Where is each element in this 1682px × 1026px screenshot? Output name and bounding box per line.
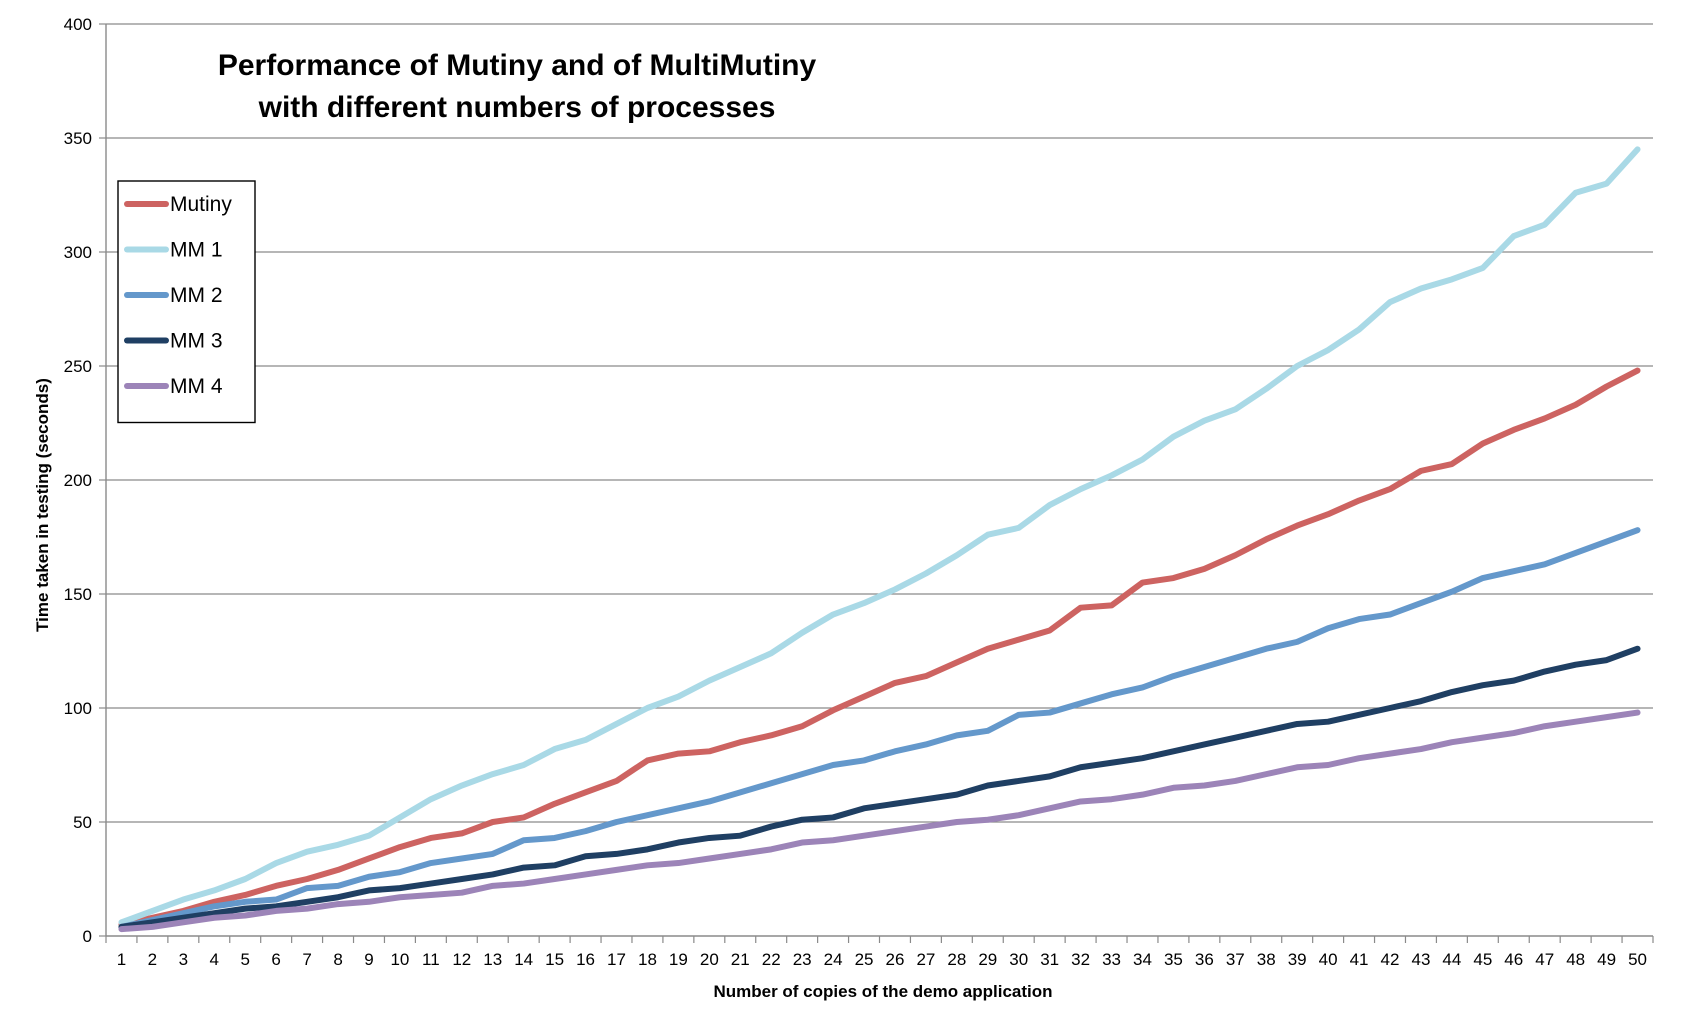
series-lines — [118, 146, 1641, 933]
x-tick-label-26: 26 — [886, 950, 905, 969]
chart-title-line-1: Performance of Mutiny and of MultiMutiny — [218, 49, 817, 82]
x-tick-label-23: 23 — [793, 950, 812, 969]
x-tick-label-30: 30 — [1009, 950, 1028, 969]
legend: Mutiny MM 1 MM 2 MM 3 MM 4 — [117, 180, 256, 424]
x-tick-label-29: 29 — [978, 950, 997, 969]
y-tick-label-50: 50 — [73, 813, 92, 832]
x-tick-label-45: 45 — [1473, 950, 1492, 969]
x-tick-label-16: 16 — [576, 950, 595, 969]
chart-title-line-2: with different numbers of processes — [258, 91, 776, 124]
x-tick-label-10: 10 — [390, 950, 409, 969]
x-tick-label-13: 13 — [483, 950, 502, 969]
x-tick-label-27: 27 — [916, 950, 935, 969]
y-tick-label-150: 150 — [64, 585, 92, 604]
x-tick-label-34: 34 — [1133, 950, 1152, 969]
legend-box — [117, 180, 256, 424]
x-tick-label-38: 38 — [1257, 950, 1276, 969]
legend-label-mm-2: MM 2 — [170, 284, 223, 307]
series-line-mm-1 — [118, 146, 1641, 926]
y-axis-title: Time taken in testing (seconds) — [33, 378, 52, 632]
x-tick-label-36: 36 — [1195, 950, 1214, 969]
x-tick-label-21: 21 — [731, 950, 750, 969]
y-tick-label-400: 400 — [64, 15, 92, 34]
x-tick-label-24: 24 — [824, 950, 843, 969]
x-tick-label-7: 7 — [302, 950, 311, 969]
x-tick-label-17: 17 — [607, 950, 626, 969]
x-tick-label-18: 18 — [638, 950, 657, 969]
x-tick-label-46: 46 — [1504, 950, 1523, 969]
x-tick-label-4: 4 — [210, 950, 219, 969]
y-tick-label-300: 300 — [64, 243, 92, 262]
x-tick-label-28: 28 — [947, 950, 966, 969]
series-line-mm-2 — [118, 527, 1641, 930]
x-tick-label-40: 40 — [1319, 950, 1338, 969]
y-tick-label-0: 0 — [83, 927, 92, 946]
x-tick-label-3: 3 — [179, 950, 188, 969]
x-tick-label-19: 19 — [669, 950, 688, 969]
x-tick-label-5: 5 — [240, 950, 249, 969]
x-tick-label-42: 42 — [1381, 950, 1400, 969]
y-tick-label-100: 100 — [64, 699, 92, 718]
x-tick-label-6: 6 — [271, 950, 280, 969]
x-tick-label-15: 15 — [545, 950, 564, 969]
x-tick-label-48: 48 — [1566, 950, 1585, 969]
x-tick-label-11: 11 — [422, 950, 440, 969]
x-tick-label-43: 43 — [1411, 950, 1430, 969]
x-tick-label-12: 12 — [452, 950, 471, 969]
x-tick-label-39: 39 — [1288, 950, 1307, 969]
series-line-mm-3 — [118, 645, 1641, 930]
x-tick-label-9: 9 — [364, 950, 373, 969]
y-tick-label-250: 250 — [64, 357, 92, 376]
x-tick-label-49: 49 — [1597, 950, 1616, 969]
x-tick-label-37: 37 — [1226, 950, 1245, 969]
x-tick-label-31: 31 — [1040, 950, 1059, 969]
x-tick-label-8: 8 — [333, 950, 342, 969]
legend-label-mm-3: MM 3 — [170, 330, 223, 353]
x-tick-label-35: 35 — [1164, 950, 1183, 969]
x-tick-label-32: 32 — [1071, 950, 1090, 969]
x-axis-title: Number of copies of the demo application — [713, 982, 1052, 1001]
x-tick-label-44: 44 — [1442, 950, 1461, 969]
legend-label-mutiny: Mutiny — [170, 193, 232, 216]
x-tick-label-22: 22 — [762, 950, 781, 969]
x-tick-label-20: 20 — [700, 950, 719, 969]
y-tick-label-350: 350 — [64, 129, 92, 148]
x-tick-label-50: 50 — [1628, 950, 1647, 969]
x-tick-label-41: 41 — [1350, 950, 1369, 969]
x-tick-label-1: 1 — [117, 950, 126, 969]
series-line-mutiny — [118, 367, 1641, 928]
x-tick-label-2: 2 — [148, 950, 157, 969]
x-tick-label-25: 25 — [855, 950, 874, 969]
y-tick-label-200: 200 — [64, 471, 92, 490]
legend-label-mm-1: MM 1 — [170, 239, 223, 262]
legend-label-mm-4: MM 4 — [170, 375, 223, 398]
series-line-mm-4 — [118, 709, 1641, 933]
x-tick-label-47: 47 — [1535, 950, 1554, 969]
x-tick-label-14: 14 — [514, 950, 533, 969]
x-tick-label-33: 33 — [1102, 950, 1121, 969]
